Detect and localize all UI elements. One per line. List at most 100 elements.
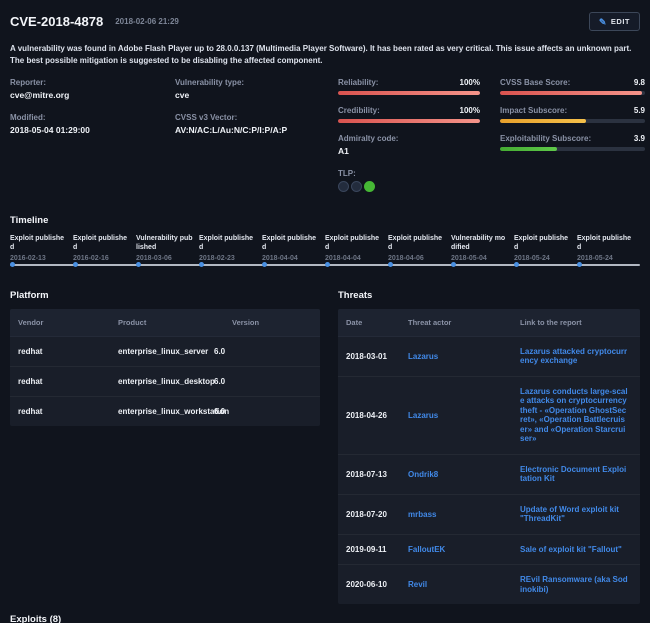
timeline-event-title: Exploit published [262, 234, 317, 252]
threat-actor-link[interactable]: FalloutEK [408, 545, 446, 555]
exploitability-bar [500, 146, 557, 151]
reporter-field: Reporter: cve@mitre.org [10, 78, 175, 100]
tlp-field: TLP: [338, 169, 500, 192]
threat-report-link[interactable]: REvil Ransomware (aka Sodinokibi) [520, 575, 628, 594]
threat-report-link[interactable]: Lazarus attacked cryptocurrency exchange [520, 346, 628, 366]
cvss-vector-label: CVSS v3 Vector: [175, 112, 238, 122]
timeline-event-title: Vulnerability published [136, 234, 193, 252]
threat-actor-link[interactable]: mrbass [408, 509, 437, 519]
exploitability-meter: Exploitability Subscore: 3.9 [500, 134, 645, 151]
threat-row: 2018-07-20 mrbass Update of Word exploit… [338, 495, 640, 535]
platform-row[interactable]: redhat enterprise_linux_workstation 6.0 [10, 397, 320, 426]
cvss-base-value: 9.8 [633, 77, 645, 87]
reliability-meter: Reliability: 100% [338, 78, 480, 95]
platform-table: Vendor Product Version redhat enterprise… [10, 308, 320, 426]
exploitability-bar-track [500, 146, 645, 151]
timeline-event-date: 2018-04-04 [262, 254, 298, 262]
cvss-base-bar-track [500, 90, 645, 95]
modified-field: Modified: 2018-05-04 01:29:00 [10, 113, 175, 135]
timeline-event-date: 2018-05-24 [577, 254, 613, 262]
timeline-event-title: Exploit published [514, 234, 569, 252]
tlp-circle-1[interactable] [338, 180, 349, 192]
details-grid: Reporter: cve@mitre.org Modified: 2018-0… [0, 68, 650, 205]
timeline-dot [325, 262, 330, 268]
threat-actor-link[interactable]: Revil [408, 580, 428, 590]
threats-table-header: Date Threat actor Link to the report [338, 308, 640, 337]
timeline-event: Vulnerability published 2018-03-06 [136, 234, 199, 262]
product-cell: enterprise_linux_server [118, 346, 209, 356]
threats-table: Date Threat actor Link to the report 201… [338, 308, 640, 605]
exploitability-value: 3.9 [633, 133, 645, 143]
edit-button-label: EDIT [610, 17, 630, 26]
exploitability-label: Exploitability Subscore: [500, 133, 592, 143]
threats-section: Threats Date Threat actor Link to the re… [338, 280, 640, 605]
platform-row[interactable]: redhat enterprise_linux_desktop 6.0 [10, 367, 320, 397]
threat-row: 2019-09-11 FalloutEK Sale of exploit kit… [338, 535, 640, 566]
reporter-value: cve@mitre.org [10, 89, 70, 100]
threat-date: 2020-06-10 [346, 580, 387, 590]
credibility-meter: Credibility: 100% [338, 106, 480, 123]
reporter-label: Reporter: [10, 77, 47, 87]
page-header: CVE-2018-4878 2018-02-06 21:29 ✎ EDIT [0, 0, 650, 31]
timeline-event-date: 2018-05-04 [451, 254, 487, 262]
timeline-event-title: Exploit published [388, 234, 443, 252]
details-column-4: CVSS Base Score: 9.8 Impact Subscore: 5.… [500, 78, 645, 205]
timeline-dot [262, 262, 267, 268]
details-column-2: Vulnerability type: cve CVSS v3 Vector: … [175, 78, 338, 205]
threat-actor-link[interactable]: Lazarus [408, 410, 439, 420]
timeline-event-title: Exploit published [10, 234, 65, 252]
product-cell: enterprise_linux_desktop [118, 376, 215, 386]
modified-value: 2018-05-04 01:29:00 [10, 124, 90, 135]
threat-row: 2020-06-10 Revil REvil Ransomware (aka S… [338, 565, 640, 604]
impact-bar-track [500, 118, 645, 123]
timeline-event: Exploit published 2018-04-04 [262, 234, 325, 262]
timeline-event: Exploit published 2018-05-24 [577, 234, 640, 262]
tlp-circle-2[interactable] [351, 180, 362, 192]
platform-table-header: Vendor Product Version [10, 308, 320, 337]
threat-report-link[interactable]: Lazarus conducts large-scale attacks on … [520, 386, 628, 444]
timeline-event-date: 2018-02-23 [199, 254, 235, 262]
timeline-event: Exploit published 2018-04-06 [388, 234, 451, 262]
threat-report-link[interactable]: Update of Word exploit kit "ThreadKit" [520, 504, 619, 524]
product-cell: enterprise_linux_workstation [118, 406, 230, 416]
threat-report-link[interactable]: Electronic Document Exploitation Kit [520, 464, 627, 484]
threat-date: 2019-09-11 [346, 545, 387, 555]
cvss-base-label: CVSS Base Score: [500, 77, 571, 87]
timeline-dot [451, 262, 456, 268]
timeline-event-date: 2018-03-06 [136, 254, 172, 262]
threat-report-link[interactable]: Sale of exploit kit "Fallout" [520, 544, 622, 554]
version-cell: 6.0 [214, 346, 226, 356]
tlp-label: TLP: [338, 168, 356, 178]
timeline-event-date: 2018-04-04 [325, 254, 361, 262]
platform-section: Platform Vendor Product Version redhat e… [10, 280, 320, 426]
vulnerability-type-field: Vulnerability type: cve [175, 78, 338, 100]
tlp-circle-green[interactable] [364, 180, 375, 192]
timeline-dot [73, 262, 78, 268]
platform-col-product: Product [118, 317, 147, 327]
timeline-event-title: Exploit published [325, 234, 380, 252]
threats-heading: Threats [338, 289, 373, 301]
page-title: CVE-2018-4878 [10, 14, 104, 29]
impact-meter: Impact Subscore: 5.9 [500, 106, 645, 123]
cvss-base-meter: CVSS Base Score: 9.8 [500, 78, 645, 95]
threat-actor-link[interactable]: Lazarus [408, 351, 439, 361]
timeline-event-date: 2016-02-16 [73, 254, 109, 262]
cvss-vector-value: AV:N/AC:L/Au:N/C:P/I:P/A:P [175, 124, 288, 135]
threat-actor-link[interactable]: Ondrik8 [408, 469, 439, 479]
admiralty-value: A1 [338, 145, 349, 156]
vendor-cell: redhat [18, 406, 43, 416]
threats-col-link: Link to the report [520, 317, 582, 327]
timeline-event: Exploit published 2016-02-16 [73, 234, 136, 262]
timeline-dot [199, 262, 204, 268]
timeline-dot [10, 262, 15, 268]
credibility-bar [338, 118, 480, 123]
timeline: Exploit published 2016-02-13 Exploit publ… [10, 234, 640, 280]
admiralty-label: Admiralty code: [338, 133, 399, 143]
platform-row[interactable]: redhat enterprise_linux_server 6.0 [10, 337, 320, 367]
edit-button[interactable]: ✎ EDIT [588, 12, 640, 31]
vulnerability-type-value: cve [175, 89, 190, 100]
details-column-1: Reporter: cve@mitre.org Modified: 2018-0… [10, 78, 175, 205]
timeline-event-date: 2018-05-24 [514, 254, 550, 262]
credibility-bar-track [338, 118, 480, 123]
reliability-label: Reliability: [338, 77, 379, 87]
